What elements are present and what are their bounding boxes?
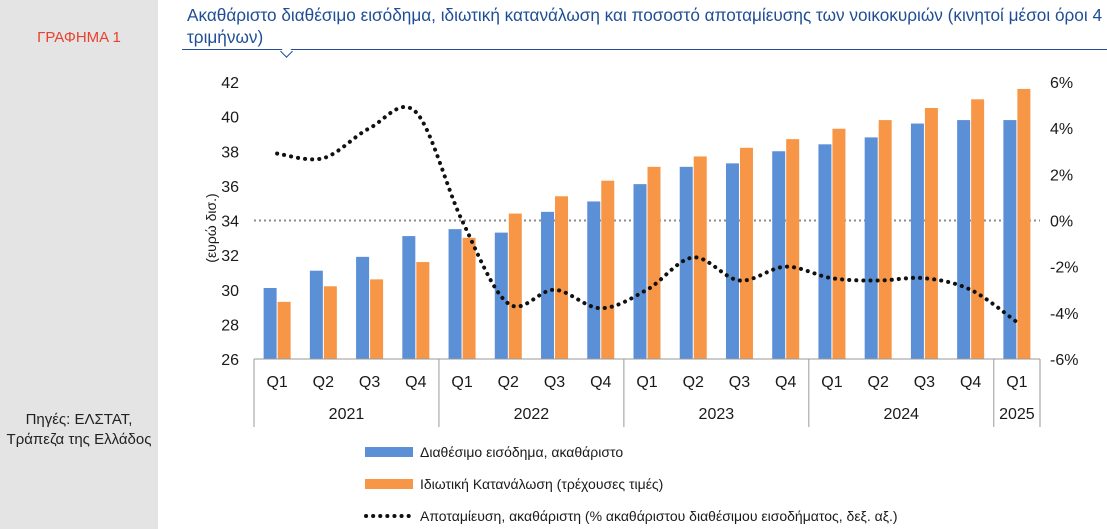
bar-income bbox=[633, 184, 647, 359]
legend-income-swatch bbox=[365, 447, 413, 457]
y2-tick-label: -6% bbox=[1050, 352, 1078, 369]
bar-consumption bbox=[878, 120, 892, 360]
bar-consumption bbox=[416, 262, 430, 359]
bar-income bbox=[910, 123, 924, 359]
y-tick-label: 28 bbox=[221, 317, 239, 334]
bar-consumption bbox=[462, 237, 476, 359]
bar-income bbox=[541, 211, 555, 359]
chart-title: Ακαθάριστο διαθέσιμο εισόδημα, ιδιωτική … bbox=[187, 5, 1103, 47]
bar-income bbox=[587, 201, 601, 359]
y2-tick-label: 4% bbox=[1050, 121, 1073, 138]
bar-income bbox=[1003, 120, 1017, 360]
bar-consumption bbox=[370, 279, 384, 359]
y-tick-label: 36 bbox=[221, 179, 239, 196]
x-tick-label: Q2 bbox=[313, 374, 334, 391]
y-tick-label: 30 bbox=[221, 283, 239, 300]
x-tick-label: Q1 bbox=[451, 374, 472, 391]
bar-income bbox=[679, 166, 693, 359]
x-tick-label: Q4 bbox=[960, 374, 981, 391]
bar-income bbox=[448, 229, 462, 359]
y-tick-label: 42 bbox=[221, 75, 239, 92]
title-underline bbox=[182, 49, 1107, 50]
bar-consumption bbox=[924, 107, 938, 359]
bar-consumption bbox=[1017, 88, 1031, 360]
bar-income bbox=[725, 163, 739, 359]
figure-label: ΓΡΑΦΗΜΑ 1 bbox=[37, 29, 121, 46]
year-label: 2025 bbox=[999, 406, 1035, 423]
bar-consumption bbox=[786, 139, 800, 359]
x-tick-label: Q1 bbox=[266, 374, 287, 391]
bar-consumption bbox=[693, 156, 707, 359]
bar-consumption bbox=[508, 213, 522, 359]
bar-income bbox=[309, 270, 323, 359]
bar-consumption bbox=[601, 180, 615, 359]
bar-income bbox=[402, 236, 416, 359]
y2-tick-label: 2% bbox=[1050, 167, 1073, 184]
bar-income bbox=[864, 137, 878, 359]
y2-tick-label: -4% bbox=[1050, 306, 1078, 323]
year-label: 2022 bbox=[514, 406, 550, 423]
x-tick-label: Q4 bbox=[590, 374, 611, 391]
y-tick-label: 38 bbox=[221, 144, 239, 161]
year-label: 2023 bbox=[699, 406, 735, 423]
legend-income-label: Διαθέσιμο εισόδημα, ακαθάριστο bbox=[420, 444, 623, 460]
x-tick-label: Q2 bbox=[683, 374, 704, 391]
x-tick-label: Q2 bbox=[868, 374, 889, 391]
bar-income bbox=[263, 288, 277, 359]
y2-tick-label: 6% bbox=[1050, 75, 1073, 92]
x-tick-label: Q3 bbox=[359, 374, 380, 391]
bar-consumption bbox=[555, 196, 569, 359]
legend-saving-label: Αποταμίευση, ακαθάριστη (% ακαθάριστου δ… bbox=[420, 508, 898, 524]
x-tick-label: Q1 bbox=[1006, 374, 1027, 391]
y-tick-label: 26 bbox=[221, 352, 239, 369]
x-tick-label: Q4 bbox=[405, 374, 426, 391]
y2-tick-label: -2% bbox=[1050, 260, 1078, 277]
x-tick-label: Q3 bbox=[544, 374, 565, 391]
bar-income bbox=[818, 144, 832, 359]
y2-tick-label: 0% bbox=[1050, 214, 1073, 231]
x-tick-label: Q1 bbox=[636, 374, 657, 391]
bar-consumption bbox=[832, 128, 846, 359]
sidebar-panel bbox=[0, 0, 158, 529]
bar-consumption bbox=[647, 166, 661, 359]
x-tick-label: Q3 bbox=[729, 374, 750, 391]
sources-note: Πηγές: ΕΛΣΤΑΤ, Τράπεζα της Ελλάδος bbox=[6, 411, 152, 448]
x-tick-label: Q4 bbox=[775, 374, 796, 391]
saving-rate-line bbox=[275, 104, 1019, 325]
year-label: 2021 bbox=[329, 406, 365, 423]
legend-consumption-label: Ιδιωτική Κατανάλωση (τρέχουσες τιμές) bbox=[420, 476, 663, 492]
bar-income bbox=[957, 120, 971, 360]
bar-income bbox=[356, 256, 370, 359]
legend-consumption-swatch bbox=[365, 479, 413, 489]
bar-consumption bbox=[323, 286, 337, 359]
bar-consumption bbox=[739, 147, 753, 359]
bar-consumption bbox=[277, 301, 291, 359]
y-tick-label: 34 bbox=[221, 214, 239, 231]
y-axis-label: (ευρώ δισ.) bbox=[203, 193, 219, 262]
bar-income bbox=[494, 232, 508, 359]
y-tick-label: 40 bbox=[221, 110, 239, 127]
y-tick-label: 32 bbox=[221, 248, 239, 265]
bar-income bbox=[772, 151, 786, 359]
x-tick-label: Q2 bbox=[498, 374, 519, 391]
year-label: 2024 bbox=[883, 406, 919, 423]
x-tick-label: Q3 bbox=[914, 374, 935, 391]
x-tick-label: Q1 bbox=[821, 374, 842, 391]
bar-consumption bbox=[971, 99, 985, 359]
